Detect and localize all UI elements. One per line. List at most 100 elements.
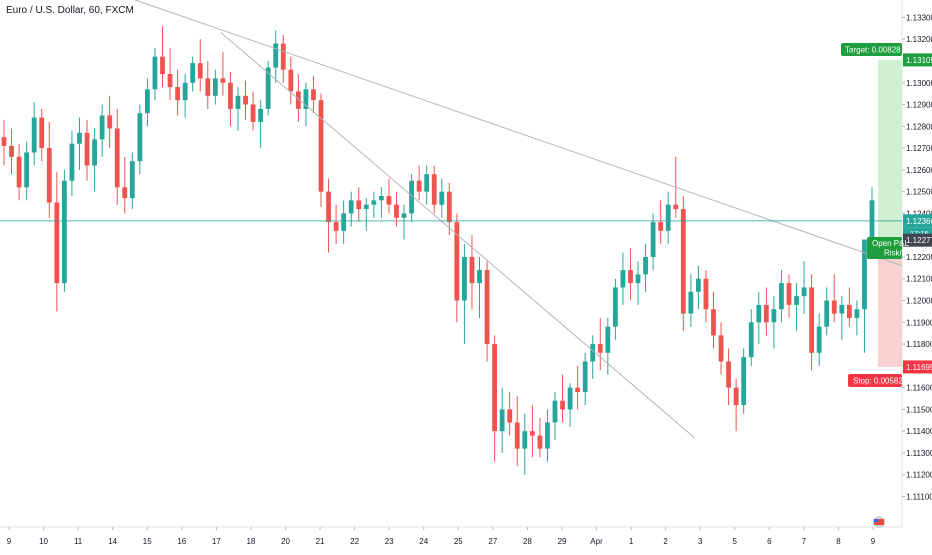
candle-body <box>235 95 241 109</box>
y-tick-label: 1.12900 <box>906 101 932 110</box>
candle-body <box>145 89 150 114</box>
position-pnl-line2: Risk/ <box>884 249 903 258</box>
candle-body <box>484 270 490 345</box>
candle-body <box>220 78 226 83</box>
candle-body <box>605 326 611 353</box>
candle-body <box>265 67 271 109</box>
y-tick-label: 1.11400 <box>906 427 932 436</box>
position-pnl-line1: Open P&L <box>872 239 909 248</box>
candle-body <box>529 431 535 436</box>
candle-body <box>122 187 128 199</box>
candle-body <box>514 422 520 449</box>
candle-body <box>303 89 309 109</box>
y-tick-label: 1.12800 <box>906 122 932 131</box>
x-tick-label: 25 <box>454 537 463 546</box>
candle-body <box>16 156 22 188</box>
candle-body <box>114 128 120 188</box>
candle-body <box>537 435 543 449</box>
candle-body <box>356 200 362 210</box>
candle-body <box>288 69 294 92</box>
stop-price-tag <box>903 360 932 374</box>
candle-body <box>311 89 316 101</box>
lower-trendline <box>220 32 695 439</box>
candle-body <box>258 108 264 122</box>
x-tick-label: 14 <box>108 537 117 546</box>
candle-body <box>839 304 845 314</box>
x-tick-label: 2 <box>663 537 668 546</box>
candle-body <box>341 213 347 231</box>
candle-body <box>1 137 7 146</box>
candle-body <box>175 87 180 101</box>
x-tick-label: 29 <box>558 537 567 546</box>
x-tick-label: 7 <box>802 537 807 546</box>
x-tick-label: 10 <box>39 537 48 546</box>
x-tick-label: 15 <box>143 537 152 546</box>
x-tick-label: 28 <box>523 537 532 546</box>
candle-body <box>801 287 807 297</box>
candle-body <box>824 300 830 327</box>
candle-body <box>545 422 550 449</box>
candle-body <box>779 283 784 310</box>
candle-body <box>869 200 875 240</box>
candle-body <box>786 283 792 305</box>
candle-body <box>431 174 437 205</box>
x-tick-label: 9 <box>7 537 12 546</box>
candle-body <box>756 304 762 323</box>
candle-body <box>182 82 188 101</box>
y-tick-label: 1.11300 <box>906 449 932 458</box>
candle-body <box>552 400 558 423</box>
candle-body <box>280 43 286 70</box>
countdown-label: 17:15 <box>910 229 929 238</box>
candle-body <box>250 104 256 122</box>
y-tick-label: 1.11900 <box>906 318 932 327</box>
x-tick-label: 27 <box>488 537 497 546</box>
x-tick-label: 17 <box>212 537 221 546</box>
candle-body <box>688 291 694 314</box>
candle-body <box>348 200 354 214</box>
candle-body <box>680 209 686 314</box>
candle-body <box>137 113 143 162</box>
candle-body <box>424 174 430 192</box>
position-price-label: 1.12277 <box>906 236 932 245</box>
candle-body <box>77 132 82 144</box>
target-label: Target: 0.00828 (0 <box>845 46 910 55</box>
candle-body <box>612 287 618 327</box>
y-tick-label: 1.12400 <box>906 209 932 218</box>
candle-body <box>590 344 596 362</box>
candle-body <box>295 91 301 109</box>
candle-body <box>575 387 581 392</box>
candle-body <box>733 387 739 406</box>
candle-body <box>205 78 211 96</box>
candle-body <box>197 63 203 79</box>
position-pnl-box <box>867 237 902 259</box>
candle-body <box>597 344 603 353</box>
candle-body <box>862 239 867 310</box>
candle-body <box>469 256 475 284</box>
y-tick-label: 1.11100 <box>906 493 932 502</box>
x-tick-label: 8 <box>836 537 841 546</box>
candle-body <box>107 115 113 129</box>
x-tick-label: 5 <box>733 537 738 546</box>
y-tick-label: 1.12000 <box>906 297 932 306</box>
x-tick-label: 20 <box>281 537 290 546</box>
y-tick-label: 1.11500 <box>906 405 932 414</box>
candle-body <box>228 82 233 109</box>
y-tick-label: 1.13200 <box>906 35 932 44</box>
candle-body <box>650 222 656 257</box>
candle-body <box>439 191 445 205</box>
candle-body <box>363 204 369 210</box>
y-tick-label: 1.13300 <box>906 13 932 22</box>
candle-body <box>160 56 165 75</box>
candle-body <box>24 152 30 188</box>
candle-body <box>152 56 158 90</box>
candle-body <box>763 304 769 323</box>
candle-body <box>741 357 747 406</box>
candle-body <box>446 191 452 223</box>
target-price-tag <box>903 53 932 67</box>
y-tick-label: 1.11800 <box>906 340 932 349</box>
x-tick-label: Apr <box>590 537 603 546</box>
candle-body <box>462 256 467 301</box>
position-price-tag <box>903 233 932 247</box>
